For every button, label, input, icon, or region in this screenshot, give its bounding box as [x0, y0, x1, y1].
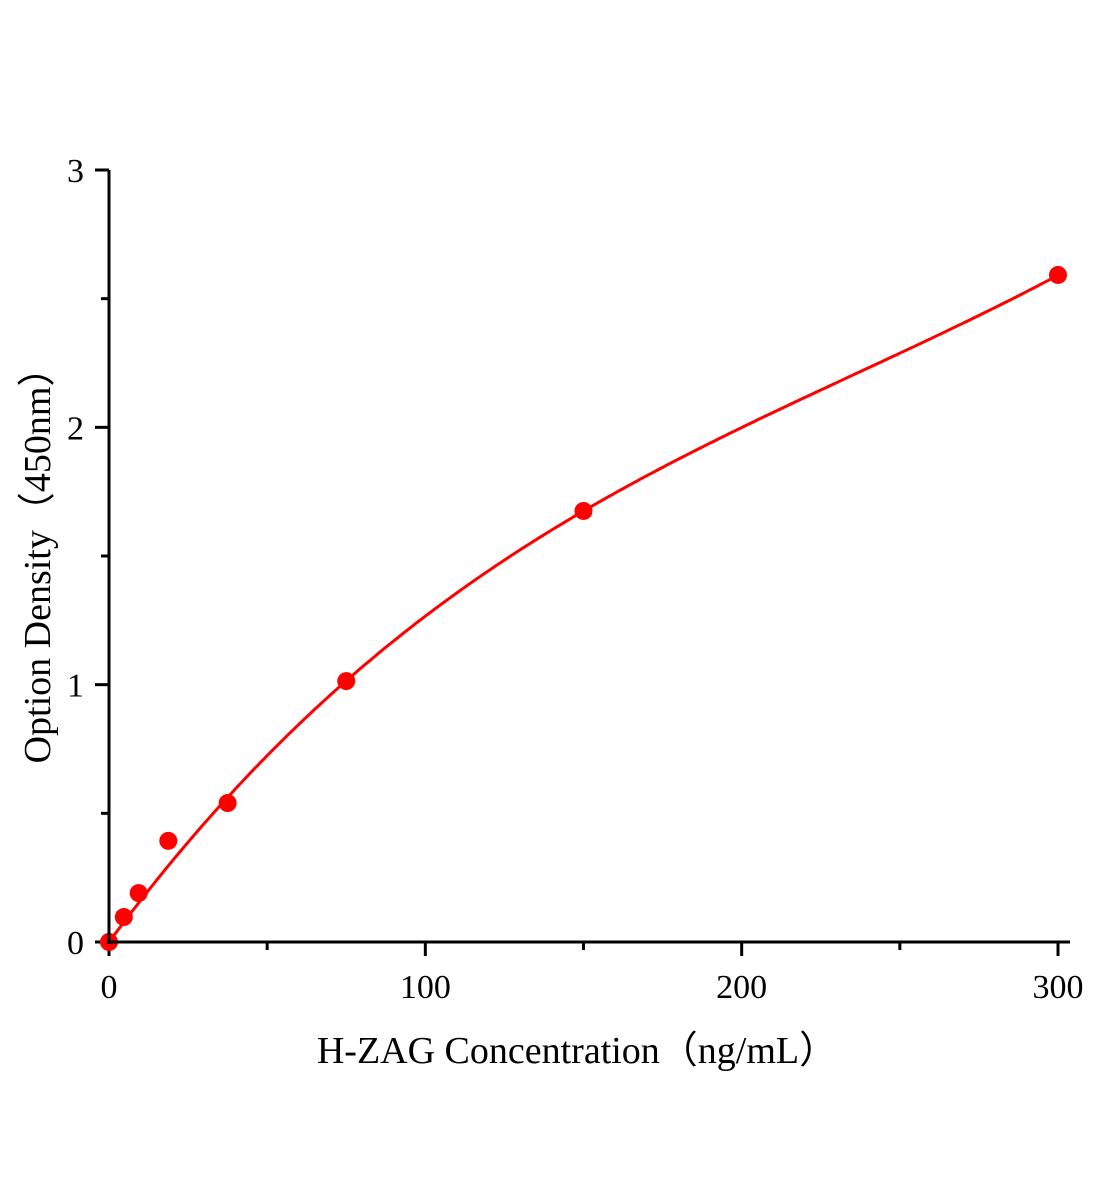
y-axis-label: Option Density（450nm） — [17, 349, 59, 764]
fit-curve — [107, 273, 1059, 943]
data-point — [114, 908, 133, 927]
x-axis-label: H-ZAG Concentration（ng/mL） — [317, 1030, 837, 1072]
y-tick-label: 1 — [67, 668, 84, 705]
x-tick-label: 100 — [400, 969, 451, 1006]
ticks: 0 100 200 300 0 1 2 3 — [67, 153, 1084, 1006]
data-point — [159, 831, 178, 850]
axes — [107, 170, 1070, 944]
data-point — [337, 672, 356, 691]
data-point — [129, 884, 148, 903]
x-tick-label: 0 — [101, 969, 118, 1006]
y-tick-label: 2 — [67, 410, 84, 447]
y-tick-label: 0 — [67, 925, 84, 962]
data-points — [100, 265, 1067, 951]
y-tick-label: 3 — [67, 153, 84, 190]
x-tick-label: 300 — [1033, 969, 1084, 1006]
data-point — [1049, 265, 1067, 284]
data-point — [574, 501, 593, 520]
data-point — [218, 794, 237, 813]
x-tick-label: 200 — [716, 969, 767, 1006]
fit-curve-group — [107, 273, 1059, 943]
